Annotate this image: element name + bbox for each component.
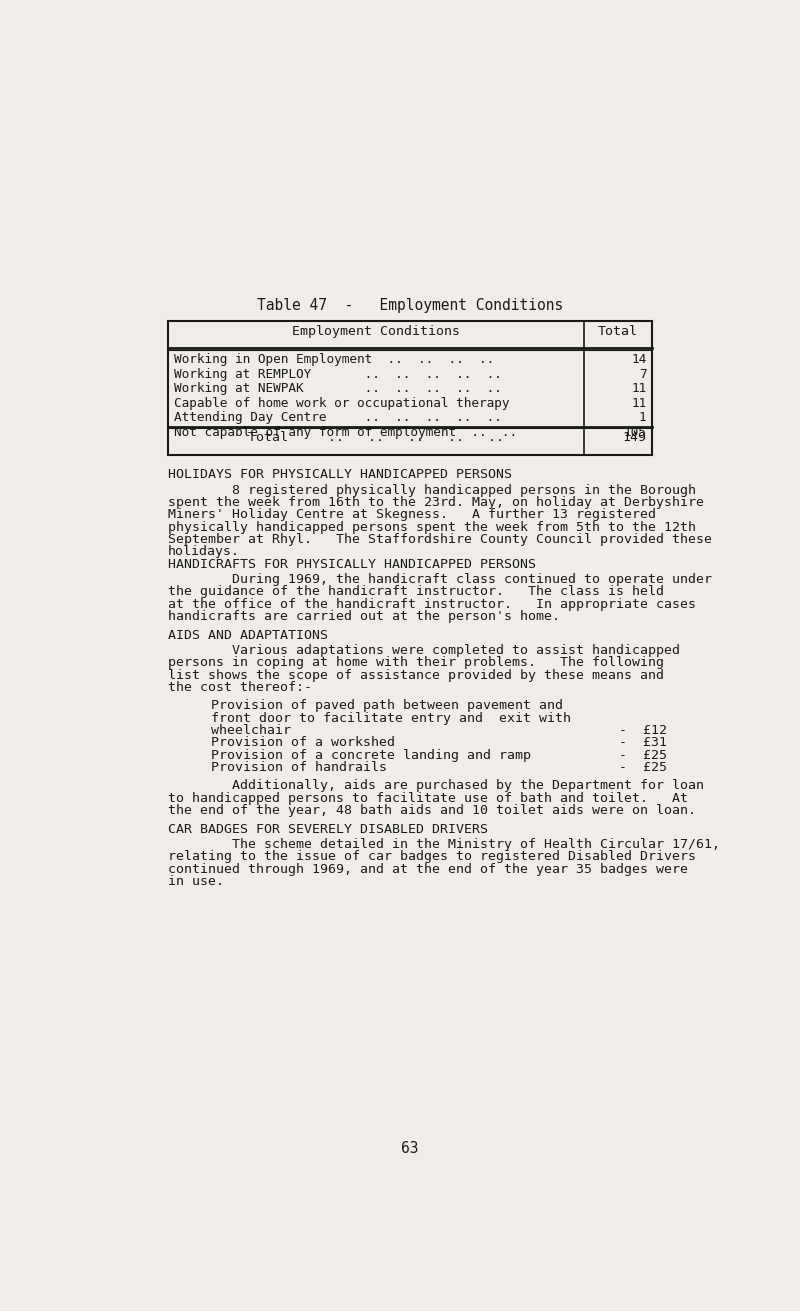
- Text: AIDS AND ADAPTATIONS: AIDS AND ADAPTATIONS: [168, 628, 328, 641]
- Text: HANDICRAFTS FOR PHYSICALLY HANDICAPPED PERSONS: HANDICRAFTS FOR PHYSICALLY HANDICAPPED P…: [168, 557, 536, 570]
- Text: Working at REMPLOY       ..  ..  ..  ..  ..: Working at REMPLOY .. .. .. .. ..: [174, 367, 502, 380]
- Text: physically handicapped persons spent the week from 5th to the 12th: physically handicapped persons spent the…: [168, 520, 696, 534]
- Text: holidays.: holidays.: [168, 545, 240, 558]
- Text: Working at NEWPAK        ..  ..  ..  ..  ..: Working at NEWPAK .. .. .. .. ..: [174, 383, 502, 395]
- Text: CAR BADGES FOR SEVERELY DISABLED DRIVERS: CAR BADGES FOR SEVERELY DISABLED DRIVERS: [168, 822, 488, 835]
- Text: persons in coping at home with their problems.   The following: persons in coping at home with their pro…: [168, 657, 664, 670]
- Text: The scheme detailed in the Ministry of Health Circular 17/61,: The scheme detailed in the Ministry of H…: [168, 838, 720, 851]
- Text: Provision of paved path between pavement and: Provision of paved path between pavement…: [211, 699, 563, 712]
- Text: 14: 14: [631, 353, 646, 366]
- Text: 105: 105: [623, 426, 646, 439]
- Text: Employment Conditions: Employment Conditions: [292, 325, 460, 338]
- Text: continued through 1969, and at the end of the year 35 badges were: continued through 1969, and at the end o…: [168, 863, 688, 876]
- Text: the end of the year, 48 bath aids and 10 toilet aids were on loan.: the end of the year, 48 bath aids and 10…: [168, 804, 696, 817]
- Text: relating to the issue of car badges to registered Disabled Drivers: relating to the issue of car badges to r…: [168, 851, 696, 864]
- Text: Working in Open Employment  ..  ..  ..  ..: Working in Open Employment .. .. .. ..: [174, 353, 494, 366]
- Text: 1: 1: [638, 412, 646, 425]
- Text: 11: 11: [631, 383, 646, 395]
- Text: wheelchair                                         -  £12: wheelchair - £12: [211, 724, 667, 737]
- Text: at the office of the handicraft instructor.   In appropriate cases: at the office of the handicraft instruct…: [168, 598, 696, 611]
- Text: Provision of a workshed                            -  £31: Provision of a workshed - £31: [211, 737, 667, 750]
- Text: 63: 63: [402, 1142, 418, 1156]
- Text: Not capable of any form of employment  ..  ..: Not capable of any form of employment ..…: [174, 426, 517, 439]
- Text: During 1969, the handicraft class continued to operate under: During 1969, the handicraft class contin…: [168, 573, 712, 586]
- Text: the guidance of the handicraft instructor.   The class is held: the guidance of the handicraft instructo…: [168, 586, 664, 598]
- Text: Attending Day Centre     ..  ..  ..  ..  ..: Attending Day Centre .. .. .. .. ..: [174, 412, 502, 425]
- Text: to handicapped persons to facilitate use of bath and toilet.   At: to handicapped persons to facilitate use…: [168, 792, 688, 805]
- Text: Additionally, aids are purchased by the Department for loan: Additionally, aids are purchased by the …: [168, 780, 704, 792]
- Text: 7: 7: [638, 367, 646, 380]
- Text: 149: 149: [622, 431, 646, 444]
- Text: Capable of home work or occupational therapy: Capable of home work or occupational the…: [174, 397, 509, 410]
- Text: Provision of a concrete landing and ramp           -  £25: Provision of a concrete landing and ramp…: [211, 749, 667, 762]
- Text: in use.: in use.: [168, 874, 224, 888]
- Text: front door to facilitate entry and  exit with: front door to facilitate entry and exit …: [211, 712, 571, 725]
- Text: Various adaptations were completed to assist handicapped: Various adaptations were completed to as…: [168, 644, 680, 657]
- Text: Total     ..   ..   ..   ..   ..: Total .. .. .. .. ..: [248, 431, 504, 444]
- Text: September at Rhyl.   The Staffordshire County Council provided these: September at Rhyl. The Staffordshire Cou…: [168, 534, 712, 547]
- Text: Miners' Holiday Centre at Skegness.   A further 13 registered: Miners' Holiday Centre at Skegness. A fu…: [168, 509, 656, 522]
- Text: Total: Total: [598, 325, 638, 338]
- Text: list shows the scope of assistance provided by these means and: list shows the scope of assistance provi…: [168, 669, 664, 682]
- Text: handicrafts are carried out at the person's home.: handicrafts are carried out at the perso…: [168, 610, 560, 623]
- Text: spent the week from 16th to the 23rd. May, on holiday at Derbyshire: spent the week from 16th to the 23rd. Ma…: [168, 496, 704, 509]
- Text: 11: 11: [631, 397, 646, 410]
- Text: the cost thereof:-: the cost thereof:-: [168, 680, 312, 694]
- Text: Table 47  -   Employment Conditions: Table 47 - Employment Conditions: [257, 298, 563, 313]
- Text: HOLIDAYS FOR PHYSICALLY HANDICAPPED PERSONS: HOLIDAYS FOR PHYSICALLY HANDICAPPED PERS…: [168, 468, 512, 481]
- Text: 8 registered physically handicapped persons in the Borough: 8 registered physically handicapped pers…: [168, 484, 696, 497]
- Bar: [168, 321, 652, 455]
- Text: Provision of handrails                             -  £25: Provision of handrails - £25: [211, 760, 667, 773]
